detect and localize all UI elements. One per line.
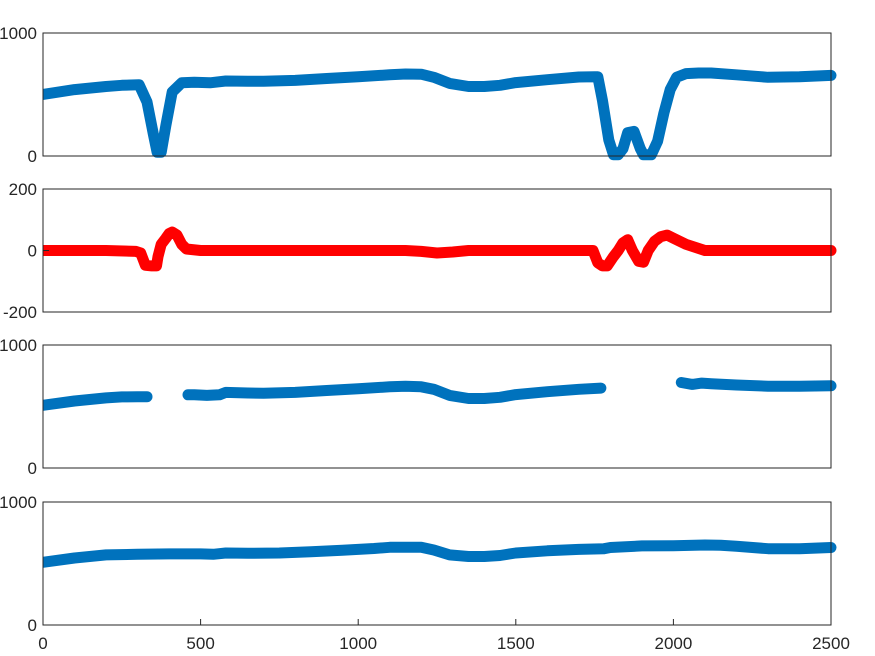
y-tick-label: 0 [28, 459, 37, 478]
series-line-reconstructed-seg-1 [43, 539, 837, 568]
panel-1: 0 1000 [0, 24, 837, 166]
x-tick-label: 1000 [339, 634, 377, 653]
x-tick-label: 1500 [497, 634, 535, 653]
y-tick-label: -200 [3, 303, 37, 322]
y-tick-label: 1000 [0, 493, 37, 512]
series-line-filtered-seg-1 [43, 391, 153, 411]
y-tick-label: 0 [28, 242, 37, 261]
panel-3: 0 1000 [0, 336, 837, 478]
y-tick-label: 1000 [0, 24, 37, 43]
y-tick-label: 0 [28, 147, 37, 166]
panel-4: 0 1000 0 500 1000 1500 2000 2500 [0, 493, 850, 653]
series-line-derivative-seg-1 [43, 226, 837, 272]
series-line-filtered-seg-3 [675, 377, 837, 392]
series-line-filtered-seg-2 [182, 380, 607, 404]
y-tick-label: 1000 [0, 336, 37, 355]
y-tick-label: 200 [9, 180, 37, 199]
axes-box [42, 501, 832, 626]
x-tick-label: 2000 [654, 634, 692, 653]
panel-2: -200 0 200 [3, 180, 837, 322]
y-tick-label: 0 [28, 616, 37, 635]
series-line-signal-seg-1 [43, 67, 837, 161]
axes-box [42, 32, 832, 157]
x-tick-label: 0 [38, 634, 47, 653]
x-tick-label: 2500 [812, 634, 850, 653]
axes-box [42, 344, 832, 469]
x-tick-label: 500 [186, 634, 214, 653]
